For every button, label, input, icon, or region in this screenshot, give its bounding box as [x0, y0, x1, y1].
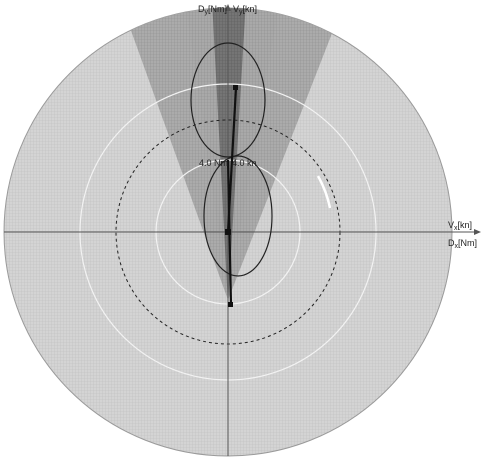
x-axis-arrow — [474, 229, 481, 235]
dark-core-sector — [212, 8, 246, 305]
origin-marker — [225, 229, 231, 235]
speed-ring-label: 4.0 kn — [232, 158, 257, 168]
speed-ellipse — [203, 155, 273, 277]
highlight-arc — [316, 175, 332, 209]
x-axis-distance-label: Dx[Nm] — [448, 238, 477, 250]
distance-ring-label: 4.0 Nm — [199, 158, 228, 168]
distance-vector-tip — [233, 85, 238, 90]
distance-ellipse — [190, 42, 266, 158]
x-axis-speed-label: Vx[kn] — [448, 220, 472, 232]
y-axis-speed-label: Vy[kn] — [233, 4, 257, 16]
speed-vector-tip — [228, 302, 233, 307]
y-axis-arrow — [225, 4, 231, 11]
y-axis-distance-label: Dy[Nm] — [198, 4, 227, 16]
